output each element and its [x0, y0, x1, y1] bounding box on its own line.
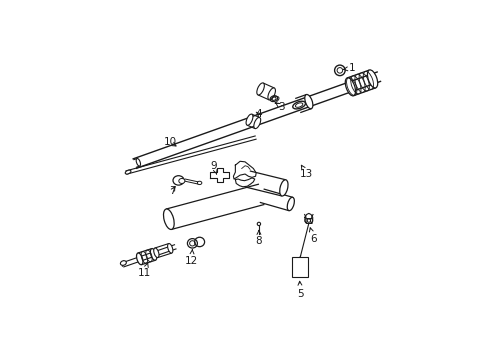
- Ellipse shape: [245, 114, 252, 125]
- Ellipse shape: [153, 248, 159, 257]
- Ellipse shape: [167, 243, 172, 253]
- Text: 1: 1: [343, 63, 355, 73]
- Ellipse shape: [304, 94, 312, 109]
- Ellipse shape: [253, 117, 260, 129]
- Text: 12: 12: [184, 250, 198, 266]
- Ellipse shape: [267, 88, 275, 100]
- Text: 3: 3: [274, 102, 284, 112]
- Ellipse shape: [310, 219, 312, 223]
- Text: 11: 11: [137, 263, 150, 278]
- Ellipse shape: [345, 78, 355, 96]
- Text: 8: 8: [255, 230, 262, 246]
- Ellipse shape: [292, 101, 305, 109]
- Ellipse shape: [136, 158, 140, 166]
- Text: 2: 2: [269, 96, 280, 105]
- Ellipse shape: [279, 180, 287, 196]
- Text: 4: 4: [255, 109, 261, 119]
- Ellipse shape: [286, 197, 294, 211]
- Ellipse shape: [136, 253, 142, 265]
- Ellipse shape: [120, 261, 126, 265]
- Bar: [292, 257, 307, 278]
- Ellipse shape: [256, 83, 264, 95]
- Circle shape: [257, 222, 260, 226]
- Text: 6: 6: [309, 228, 316, 244]
- Text: 10: 10: [163, 138, 177, 148]
- Text: 7: 7: [169, 186, 175, 196]
- Ellipse shape: [125, 170, 131, 174]
- Ellipse shape: [295, 103, 302, 107]
- Ellipse shape: [179, 179, 184, 184]
- Ellipse shape: [197, 181, 202, 185]
- Ellipse shape: [366, 70, 377, 88]
- Ellipse shape: [163, 209, 174, 229]
- Text: 5: 5: [297, 281, 303, 299]
- Text: 9: 9: [210, 161, 217, 174]
- Ellipse shape: [150, 248, 157, 260]
- Text: 13: 13: [300, 165, 313, 179]
- Ellipse shape: [305, 219, 306, 223]
- Ellipse shape: [173, 176, 183, 185]
